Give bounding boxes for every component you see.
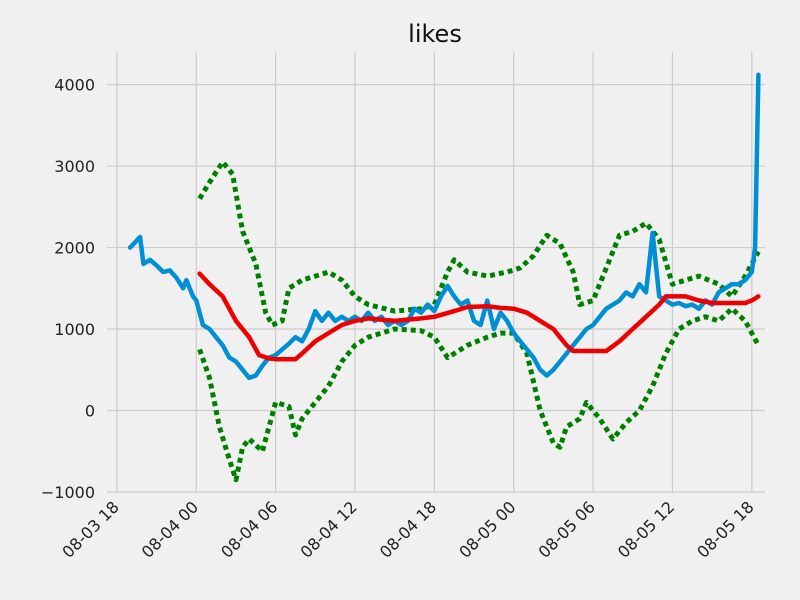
y-tick-label: −1000 <box>41 483 95 502</box>
y-tick-label: 2000 <box>54 239 95 258</box>
series-line-moving-average <box>197 271 761 362</box>
y-tick-label: 4000 <box>54 76 95 95</box>
series-layer <box>127 72 761 483</box>
y-tick-label: 1000 <box>54 320 95 339</box>
y-tick-label: 3000 <box>54 157 95 176</box>
series-line-lower-band <box>197 306 761 483</box>
y-tick-label: 0 <box>85 402 95 421</box>
chart-title: likes <box>408 20 462 48</box>
series-line-upper-band <box>197 159 761 328</box>
series-line-observed <box>127 72 761 381</box>
y-axis: −1000 0 1000 2000 3000 4000 <box>41 76 95 502</box>
